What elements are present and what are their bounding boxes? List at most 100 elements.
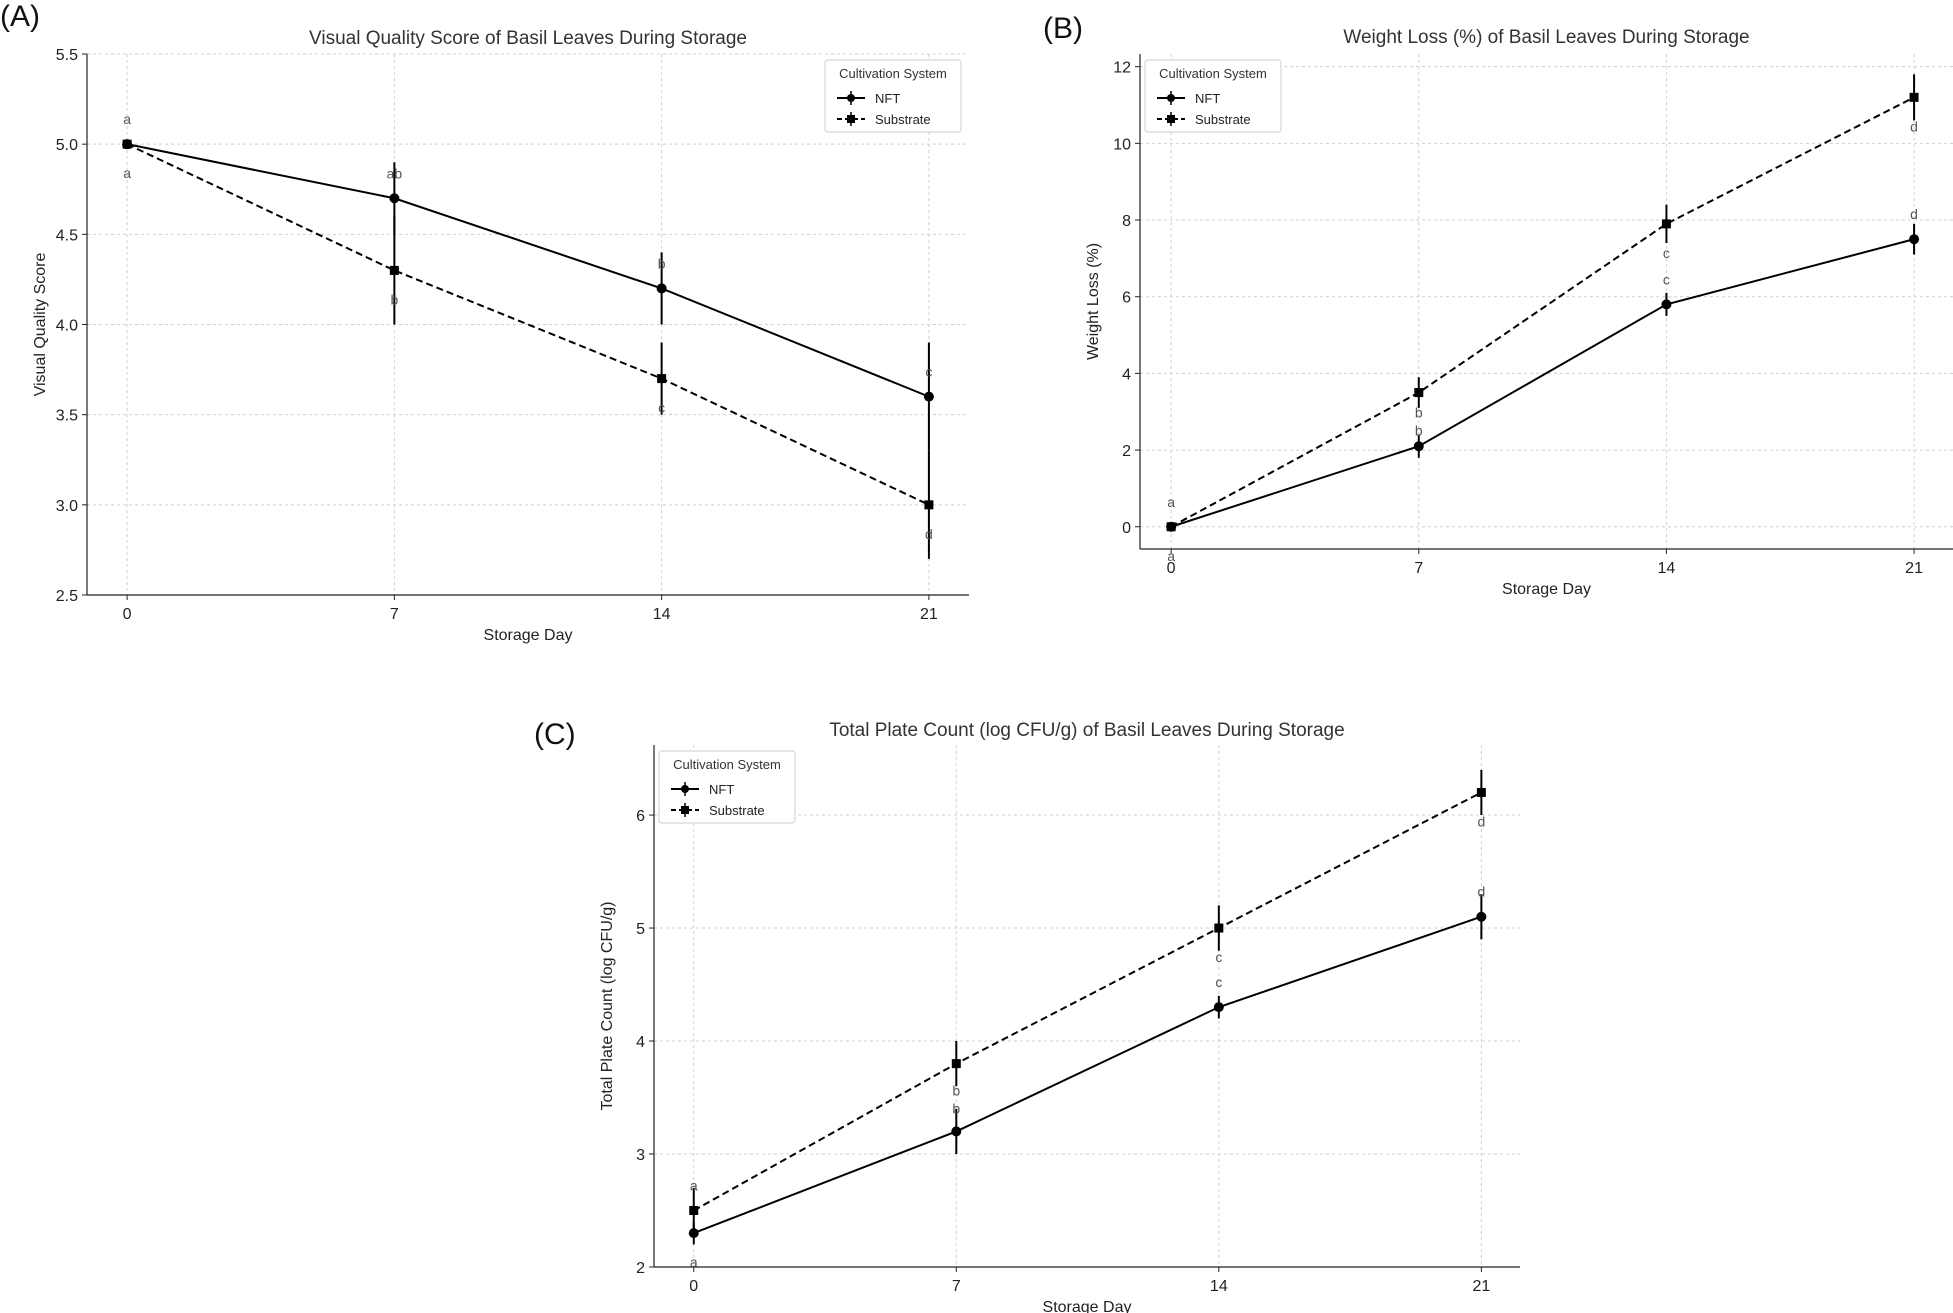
y-tick-label: 5.0 bbox=[56, 137, 78, 154]
legend: Cultivation System NFT Substrate bbox=[824, 59, 962, 133]
significance-letter: b bbox=[658, 255, 666, 271]
legend-title: Cultivation System bbox=[1159, 66, 1267, 81]
y-tick-label: 3.0 bbox=[56, 498, 78, 515]
data-point bbox=[1909, 92, 1919, 102]
data-point bbox=[656, 283, 667, 294]
y-tick-label: 4.0 bbox=[56, 318, 78, 335]
data-point bbox=[1166, 522, 1176, 532]
significance-letter: c bbox=[1215, 949, 1222, 965]
x-tick-label: 7 bbox=[390, 606, 399, 623]
significance-letter: c bbox=[1663, 245, 1670, 261]
legend-label: NFT bbox=[875, 91, 900, 106]
significance-letter: b bbox=[1415, 422, 1423, 438]
series-substrate: a b c d bbox=[1166, 74, 1919, 532]
chart-a: (A) Visual Quality Score of Basil Leaves … bbox=[0, 0, 969, 644]
y-tick-label: 2 bbox=[636, 1260, 645, 1277]
legend-box bbox=[824, 59, 962, 133]
x-tick-label: 21 bbox=[1472, 1278, 1490, 1295]
data-point bbox=[389, 193, 400, 204]
x-tick-label: 0 bbox=[1167, 560, 1176, 577]
significance-letter: c bbox=[1663, 271, 1670, 287]
x-tick-label: 14 bbox=[1658, 560, 1676, 577]
legend-marker bbox=[681, 785, 689, 793]
significance-letter: a bbox=[1167, 548, 1175, 564]
legend-label: NFT bbox=[709, 782, 734, 797]
significance-letter: d bbox=[1910, 118, 1918, 134]
significance-letter: d bbox=[925, 526, 933, 542]
significance-letter: a bbox=[690, 1254, 698, 1270]
significance-letter: d bbox=[1910, 206, 1918, 222]
chart-title: Total Plate Count (log CFU/g) of Basil L… bbox=[829, 720, 1344, 741]
series-line bbox=[126, 143, 930, 506]
x-tick-label: 7 bbox=[952, 1278, 961, 1295]
data-point bbox=[1909, 234, 1920, 245]
significance-letter: a bbox=[123, 111, 131, 127]
data-point bbox=[1413, 441, 1424, 452]
data-point bbox=[1476, 787, 1486, 797]
x-axis-label: Storage Day bbox=[484, 627, 573, 644]
data-point bbox=[951, 1126, 962, 1137]
x-tick-label: 0 bbox=[123, 606, 132, 623]
series-line bbox=[1170, 96, 1915, 528]
panel-label: (A) bbox=[0, 0, 40, 33]
y-tick-label: 5 bbox=[636, 921, 645, 938]
y-tick-label: 3.5 bbox=[56, 408, 78, 425]
y-axis-label: Visual Quality Score bbox=[32, 253, 49, 397]
data-point bbox=[657, 374, 667, 384]
chart-b: (B) Weight Loss (%) of Basil Leaves Durin… bbox=[1043, 12, 1953, 598]
y-axis-label: Weight Loss (%) bbox=[1085, 243, 1102, 360]
significance-letter: c bbox=[658, 400, 665, 416]
y-tick-label: 2 bbox=[1122, 443, 1131, 460]
significance-letter: b bbox=[952, 1101, 960, 1117]
data-point bbox=[389, 265, 399, 275]
series-nft: a b c d bbox=[1166, 206, 1920, 564]
y-tick-label: 6 bbox=[1122, 290, 1131, 307]
series-line bbox=[126, 143, 930, 398]
legend-label: Substrate bbox=[1195, 112, 1251, 127]
legend-title: Cultivation System bbox=[673, 757, 781, 772]
significance-letter: a bbox=[123, 165, 131, 181]
data-point bbox=[1661, 219, 1671, 229]
y-tick-label: 10 bbox=[1113, 136, 1131, 153]
series-nft: a b c d bbox=[688, 884, 1487, 1270]
y-tick-label: 4 bbox=[1122, 366, 1131, 383]
y-tick-label: 4.5 bbox=[56, 227, 78, 244]
y-tick-label: 5.5 bbox=[56, 47, 78, 64]
significance-letter: d bbox=[1477, 884, 1485, 900]
legend-box bbox=[658, 750, 796, 824]
x-tick-label: 21 bbox=[920, 606, 938, 623]
y-tick-label: 8 bbox=[1122, 213, 1131, 230]
y-tick-label: 12 bbox=[1113, 60, 1131, 77]
y-tick-label: 4 bbox=[636, 1034, 645, 1051]
chart-title: Weight Loss (%) of Basil Leaves During S… bbox=[1343, 27, 1749, 48]
legend-marker bbox=[847, 94, 855, 102]
significance-letter: b bbox=[1415, 404, 1423, 420]
x-axis-label: Storage Day bbox=[1502, 581, 1591, 598]
y-tick-label: 0 bbox=[1122, 520, 1131, 537]
data-point bbox=[1661, 299, 1672, 310]
series-line bbox=[1170, 238, 1915, 528]
y-tick-label: 3 bbox=[636, 1147, 645, 1164]
data-point bbox=[1414, 388, 1424, 398]
x-tick-label: 21 bbox=[1905, 560, 1923, 577]
significance-letter: b bbox=[952, 1083, 960, 1099]
significance-letter: c bbox=[925, 364, 932, 380]
significance-letter: c bbox=[1215, 974, 1222, 990]
legend: Cultivation System NFT Substrate bbox=[658, 750, 796, 824]
legend-title: Cultivation System bbox=[839, 66, 947, 81]
x-tick-label: 7 bbox=[1414, 560, 1423, 577]
legend-label: Substrate bbox=[709, 803, 765, 818]
data-point bbox=[689, 1206, 699, 1216]
legend-label: Substrate bbox=[875, 112, 931, 127]
x-tick-label: 14 bbox=[653, 606, 671, 623]
legend-marker bbox=[1167, 94, 1175, 102]
series-line bbox=[693, 915, 1482, 1235]
legend-marker bbox=[1167, 115, 1175, 123]
data-point bbox=[1213, 1002, 1224, 1013]
panel-label: (C) bbox=[534, 718, 576, 751]
series-line bbox=[693, 791, 1482, 1212]
series-substrate: a b c d bbox=[689, 769, 1486, 1234]
legend-box bbox=[1144, 59, 1282, 133]
y-axis-label: Total Plate Count (log CFU/g) bbox=[599, 902, 616, 1111]
